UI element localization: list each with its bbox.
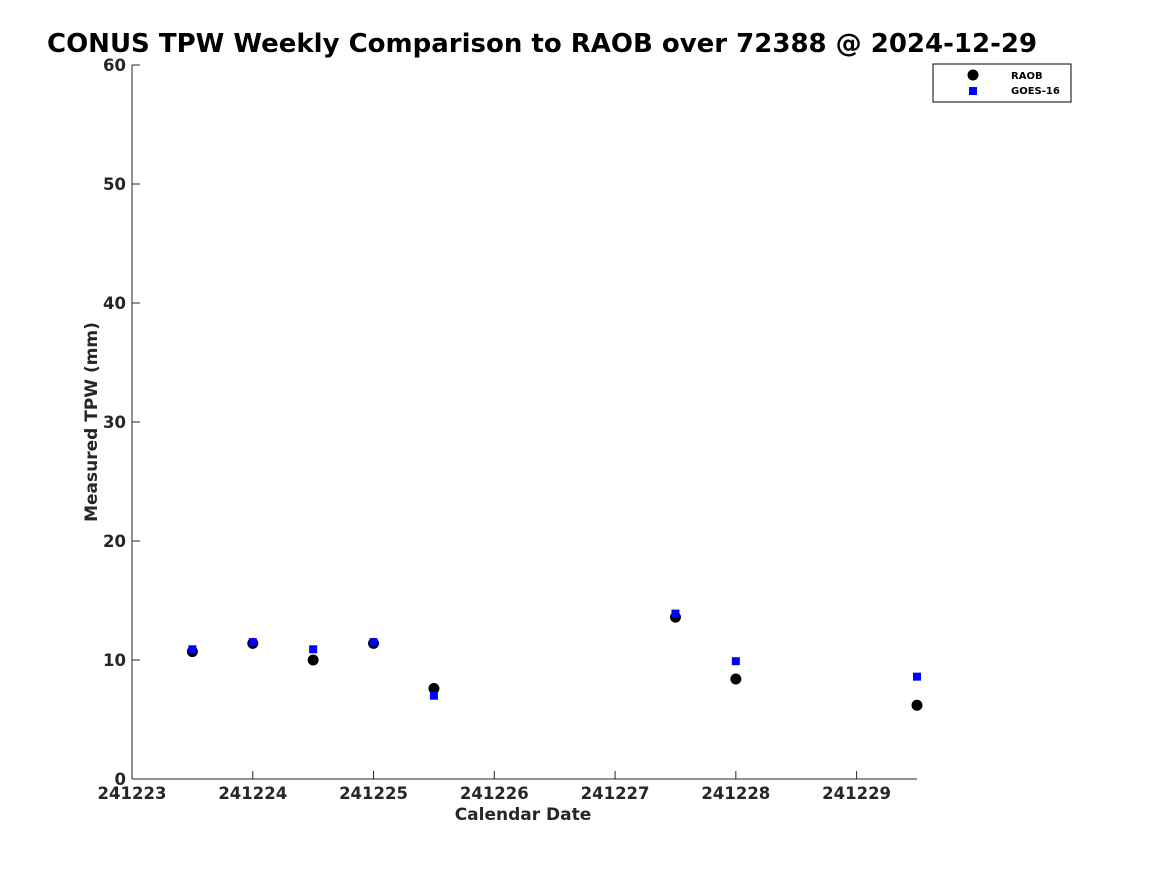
data-point-raob: [428, 683, 440, 695]
data-point-goes16: [429, 691, 438, 700]
data-point-goes16: [248, 638, 257, 647]
x-tick-label: 241228: [701, 784, 770, 803]
x-tick-label: 241229: [822, 784, 891, 803]
legend-raob-label: RAOB: [1011, 71, 1043, 82]
y-tick-label: 0: [115, 770, 126, 789]
data-point-goes16: [913, 672, 921, 681]
legend-raob-marker: [967, 69, 979, 81]
x-tick-label: 241227: [581, 784, 650, 803]
data-point-goes16: [731, 657, 740, 666]
legend-goes16-marker: [969, 87, 977, 95]
legend-box: [932, 63, 1072, 103]
x-tick-label: 241223: [98, 784, 167, 803]
y-tick-label: 10: [103, 651, 126, 670]
y-tick-label: 40: [103, 294, 126, 313]
data-point-raob: [911, 699, 923, 711]
x-axis-label: Calendar Date: [455, 805, 592, 825]
x-tick-label: 241225: [339, 784, 408, 803]
y-tick-label: 50: [103, 175, 126, 194]
plot-axes: [131, 65, 917, 780]
chart-title: CONUS TPW Weekly Comparison to RAOB over…: [47, 29, 1037, 59]
data-point-goes16: [671, 609, 680, 618]
legend-goes16-label: GOES-16: [1011, 86, 1060, 97]
y-tick-label: 20: [103, 532, 126, 551]
x-tick-label: 241226: [460, 784, 529, 803]
data-point-goes16: [188, 645, 197, 654]
legend: RAOB GOES-16: [932, 63, 1072, 103]
data-point-raob: [307, 654, 319, 666]
data-point-raob: [730, 673, 742, 685]
data-points: [186, 609, 923, 711]
y-ticks: 0 10 20 30 40 50 60: [103, 56, 140, 789]
y-axis-label: Measured TPW (mm): [82, 322, 102, 522]
data-point-goes16: [309, 645, 318, 654]
x-ticks: 241223 241224 241225 241226 241227 241228 2412…: [98, 771, 891, 803]
data-point-goes16: [369, 638, 378, 647]
x-tick-label: 241224: [218, 784, 287, 803]
y-tick-label: 30: [103, 413, 126, 432]
y-tick-label: 60: [103, 56, 126, 75]
